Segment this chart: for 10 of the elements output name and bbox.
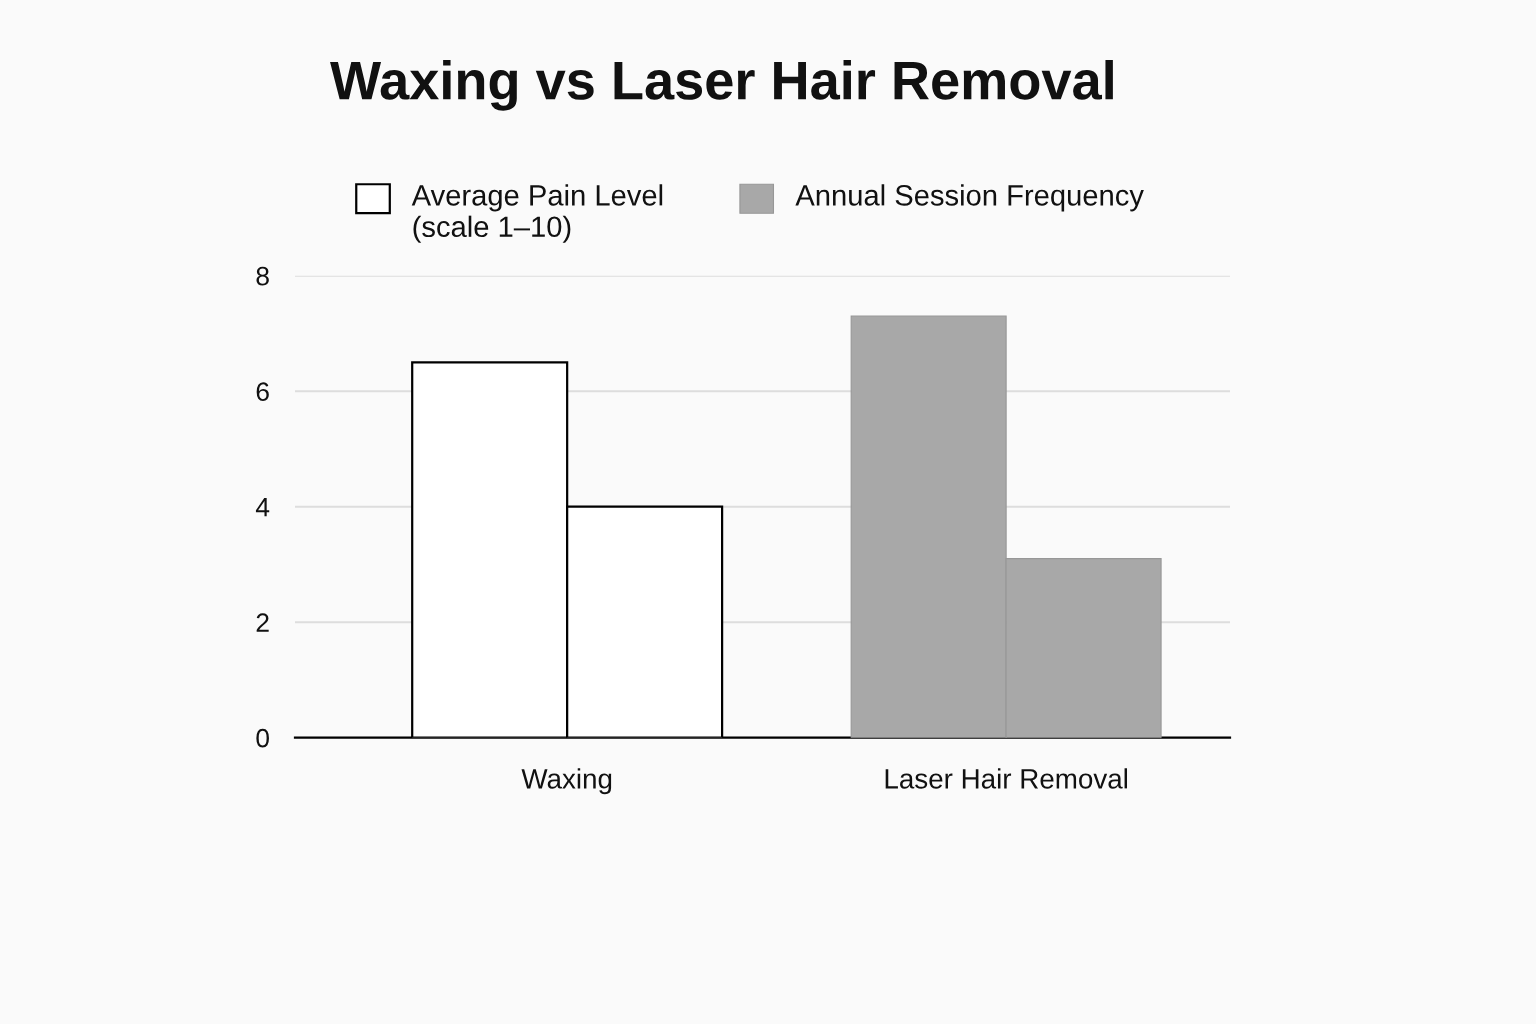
chart-title: Waxing vs Laser Hair Removal	[330, 60, 1113, 111]
legend-label: Annual Session Frequency	[795, 184, 1144, 212]
y-tick-label: 0	[256, 728, 269, 748]
y-tick-label: 6	[256, 382, 269, 402]
x-tick-label: Laser Hair Removal	[885, 768, 1127, 789]
legend-label: Average Pain Level (scale 1–10)	[411, 184, 663, 243]
y-tick-label: 4	[255, 498, 270, 517]
y-tick-label: 2	[256, 613, 269, 632]
y-tick-label: 8	[256, 266, 269, 286]
x-tick-label: Waxing	[521, 768, 612, 795]
